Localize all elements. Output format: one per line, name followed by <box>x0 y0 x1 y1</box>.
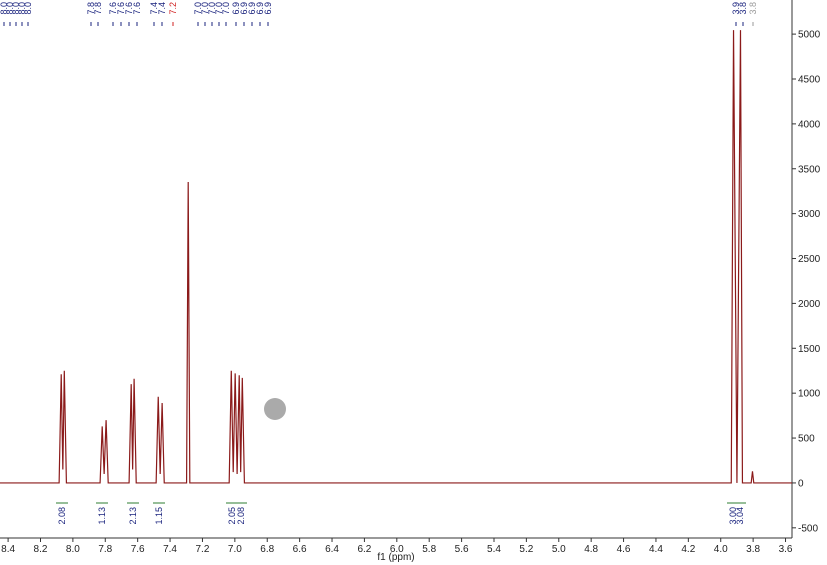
x-tick-label: 7.8 <box>98 544 112 555</box>
y-tick-label: 3500 <box>798 164 821 175</box>
x-tick-label: 6.2 <box>357 544 371 555</box>
x-tick-label: 3.6 <box>779 544 793 555</box>
cursor <box>264 398 286 420</box>
y-tick-label: 0 <box>798 478 804 489</box>
peak-label: 7.0 <box>207 2 217 15</box>
x-tick-label: 8.2 <box>34 544 48 555</box>
spectrum-line <box>0 30 792 484</box>
peak-label: 7.0 <box>214 2 224 15</box>
x-tick-label: 5.8 <box>422 544 436 555</box>
x-tick-label: 5.0 <box>552 544 566 555</box>
peak-label: 7.0 <box>221 2 231 15</box>
x-tick-label: 6.4 <box>325 544 339 555</box>
peak-label: 3.8 <box>738 2 748 15</box>
y-tick-label: 2000 <box>798 299 821 310</box>
peak-label: 8.0 <box>23 2 33 15</box>
peak-label: 6.9 <box>231 2 241 15</box>
x-tick-label: 5.2 <box>519 544 533 555</box>
peak-label: 8.0 <box>11 2 21 15</box>
x-tick-label: 4.6 <box>617 544 631 555</box>
x-tick-label: 8.4 <box>1 544 15 555</box>
x-tick-label: 6.6 <box>293 544 307 555</box>
x-tick-label: 7.2 <box>196 544 210 555</box>
integral-label: 2.08 <box>57 507 67 525</box>
peak-label: 8.0 <box>5 2 15 15</box>
peak-label: 7.8 <box>86 2 96 15</box>
x-tick-label: 7.0 <box>228 544 242 555</box>
peak-label: 7.6 <box>108 2 118 15</box>
y-tick-label: 4500 <box>798 74 821 85</box>
peak-label: 8.0 <box>17 2 27 15</box>
peak-label: 6.9 <box>239 2 249 15</box>
integral-label: 3.04 <box>735 507 745 525</box>
x-tick-label: 5.4 <box>487 544 501 555</box>
peak-label: 8.0 <box>0 2 9 15</box>
x-tick-label: 4.4 <box>649 544 663 555</box>
y-tick-label: 1000 <box>798 389 821 400</box>
integral-label: 1.15 <box>154 507 164 525</box>
y-tick-label: 1500 <box>798 344 821 355</box>
x-tick-label: 7.6 <box>131 544 145 555</box>
x-tick-label: 8.0 <box>66 544 80 555</box>
x-axis-label: f1 (ppm) <box>377 552 414 563</box>
integral-label: 1.13 <box>97 507 107 525</box>
y-tick-label: 500 <box>798 434 815 445</box>
y-tick-label: -500 <box>798 523 818 534</box>
integral-label: 2.05 <box>227 507 237 525</box>
x-tick-label: 4.2 <box>681 544 695 555</box>
y-tick-label: 4000 <box>798 119 821 130</box>
x-tick-label: 6.0 <box>390 544 404 555</box>
x-tick-label: 4.8 <box>584 544 598 555</box>
peak-label: 7.6 <box>124 2 134 15</box>
integral-label: 3.00 <box>728 507 738 525</box>
x-tick-label: 3.8 <box>746 544 760 555</box>
peak-label: 7.0 <box>200 2 210 15</box>
peak-label: 7.0 <box>193 2 203 15</box>
x-tick-label: 5.6 <box>455 544 469 555</box>
y-tick-label: 2500 <box>798 254 821 265</box>
peak-label: 7.2 <box>168 2 178 15</box>
y-tick-label: 5000 <box>798 30 821 41</box>
peak-label: 6.9 <box>247 2 257 15</box>
integral-label: 2.08 <box>236 507 246 525</box>
peak-label: 7.6 <box>116 2 126 15</box>
integral-label: 2.13 <box>128 507 138 525</box>
x-tick-label: 7.4 <box>163 544 177 555</box>
peak-label: 6.9 <box>263 2 273 15</box>
peak-label: 7.4 <box>157 2 167 15</box>
peak-label: 7.6 <box>132 2 142 15</box>
peak-label: 3.9 <box>731 2 741 15</box>
peak-label: 7.8 <box>93 2 103 15</box>
y-tick-label: 3000 <box>798 209 821 220</box>
peak-label: 7.4 <box>149 2 159 15</box>
x-tick-label: 4.0 <box>714 544 728 555</box>
x-tick-label: 6.8 <box>260 544 274 555</box>
peak-label: 3.8 <box>748 2 758 15</box>
peak-label: 6.9 <box>255 2 265 15</box>
